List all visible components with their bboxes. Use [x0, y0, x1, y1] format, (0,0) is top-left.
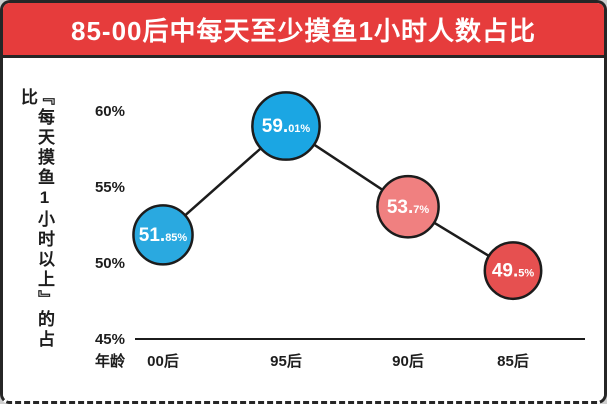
x-tick-label: 90后 — [392, 353, 424, 370]
data-point-value: 53.7% — [387, 197, 430, 218]
y-tick-label: 50% — [95, 255, 125, 272]
data-point-90后 — [376, 174, 440, 239]
y-tick-label: 45% — [95, 331, 125, 348]
y-tick-label: 60% — [95, 103, 125, 120]
x-tick-label: 85后 — [497, 353, 529, 370]
data-point-value: 59.01% — [262, 116, 311, 137]
chart-title: 85-00后中每天至少摸鱼1小时人数占比 — [3, 3, 604, 58]
data-point-00后 — [132, 204, 194, 266]
data-point-value: 49.5% — [492, 261, 535, 282]
data-point-value: 51.85% — [139, 225, 188, 246]
trend-line — [162, 124, 514, 272]
x-tick-label: 00后 — [147, 353, 179, 370]
x-axis-title: 年龄 — [95, 352, 126, 370]
line-chart-plot: 60% 55% 50% 45% 年龄 00后 95后 90后 85后 51.85% 59.01% 53… — [95, 91, 585, 370]
x-tick-label: 95后 — [270, 353, 302, 370]
chart-area: 『每天摸鱼1小时以上』的占比 60% 55% 50% 45% 年龄 00后 95后 90后 85… — [3, 58, 604, 401]
y-axis-title: 『每天摸鱼1小时以上』的占比 — [18, 88, 54, 350]
y-tick-label: 55% — [95, 179, 125, 196]
data-point-85后 — [483, 241, 543, 301]
data-point-95后 — [251, 91, 321, 161]
